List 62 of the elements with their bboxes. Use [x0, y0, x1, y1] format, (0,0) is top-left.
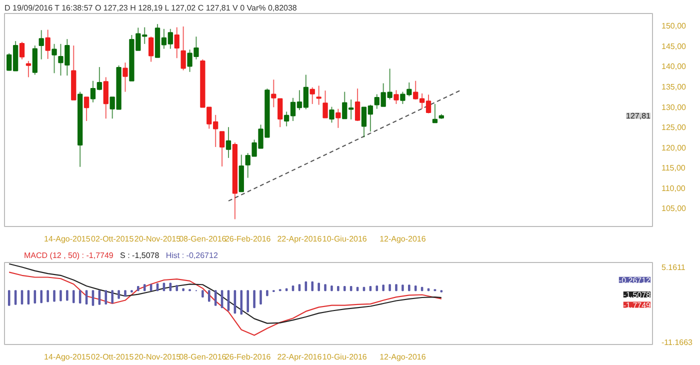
x-tick-label: 20-Nov-2015 — [134, 352, 182, 362]
x-tick-label: 08-Gen-2016 — [179, 234, 227, 244]
y-tick-label: 150,00 — [662, 22, 687, 31]
x-tick-label: 20-Nov-2015 — [134, 234, 182, 244]
series-label: MACD (12 , 50) : -1,7749 — [24, 251, 114, 260]
y-tick-label: 140,00 — [662, 62, 687, 72]
text: Hist : -0,26712 — [166, 251, 218, 260]
x-tick-label: 12-Ago-2016 — [380, 234, 426, 244]
y-tick-label: 5.1611 — [662, 262, 686, 272]
x-tick-label: 26-Feb-2016 — [224, 352, 272, 362]
candlestick — [32, 45, 38, 76]
candlestick — [45, 29, 50, 60]
candlestick — [394, 90, 399, 104]
x-tick-label: 10-Giu-2016 — [322, 352, 368, 362]
y-tick-label: 130,00 — [662, 102, 687, 112]
candlestick — [84, 96, 90, 122]
x-tick-label: 02-Ott-2015 — [91, 352, 134, 362]
x-tick-label: 14-Ago-2015 — [44, 352, 91, 362]
y-tick-label: 120,00 — [662, 143, 687, 152]
candlestick — [26, 60, 32, 78]
y-tick-label: 105,00 — [662, 204, 687, 214]
y-tick-label: 115,00 — [662, 164, 686, 173]
x-tick-label: 08-Gen-2016 — [179, 352, 227, 362]
candlestick — [322, 90, 328, 118]
y-tick-label: 125,00 — [662, 123, 687, 132]
candlestick — [52, 43, 57, 74]
candlestick — [316, 85, 322, 106]
x-tick-label: 12-Ago-2016 — [380, 352, 426, 362]
annotation: 127,81 — [626, 112, 652, 121]
candlestick — [219, 131, 225, 167]
candlestick — [148, 36, 154, 62]
candlestick — [226, 126, 232, 158]
candlestick — [310, 86, 315, 104]
y-tick-label: 110,00 — [662, 184, 686, 193]
y-tick-label: -11.1663 — [662, 338, 694, 348]
candlestick — [38, 30, 44, 60]
y-tick-label: 145,00 — [662, 42, 687, 51]
line-series — [8, 263, 442, 324]
x-tick-label: 10-Giu-2016 — [322, 234, 368, 244]
candlestick — [122, 62, 128, 92]
y-tick-label: 135,00 — [662, 82, 687, 92]
candlestick — [432, 103, 438, 124]
text: S : -1,5078 — [120, 251, 160, 260]
chart-subtitle: D 19/09/2016 T 16:38:57 O 127,23 H 128,19 L 127,02 C 127,81 V 0 Var% 0,82038 — [4, 4, 298, 12]
candlestick — [174, 26, 180, 59]
candlestick — [354, 88, 360, 122]
x-tick-label: 14-Ago-2015 — [44, 234, 91, 244]
candlestick — [329, 106, 334, 124]
candlestick — [19, 41, 25, 60]
candlestick — [103, 76, 108, 120]
x-tick-label: 22-Apr-2016 — [277, 234, 322, 244]
candlestick — [180, 26, 186, 71]
x-tick-label: 26-Feb-2016 — [224, 234, 272, 244]
x-tick-label: 02-Ott-2015 — [91, 234, 134, 244]
candlestick — [271, 79, 276, 108]
annotation: -1,7749 — [623, 300, 652, 310]
line-series — [8, 272, 442, 336]
candlestick — [336, 108, 341, 128]
annotation: -0,26712 — [618, 276, 652, 285]
annotation: -1,5078 — [623, 290, 652, 300]
x-tick-label: 22-Apr-2016 — [277, 352, 322, 362]
candlestick — [278, 98, 283, 128]
